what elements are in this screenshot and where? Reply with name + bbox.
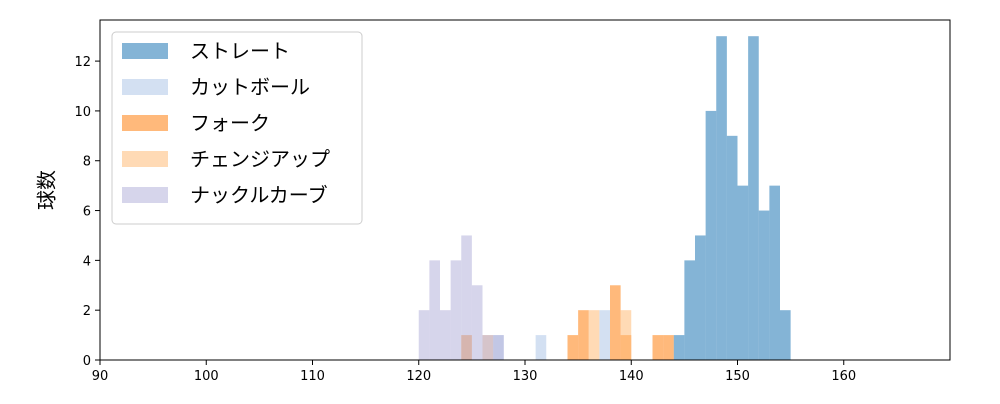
- y-axis-label: 球数: [35, 170, 59, 210]
- bar: [769, 185, 780, 360]
- bar: [705, 110, 717, 361]
- bar: [663, 335, 674, 360]
- legend-label: フォーク: [190, 111, 270, 135]
- bar: [758, 210, 770, 360]
- y-tick-label: 4: [83, 254, 91, 269]
- y-tick-label: 8: [83, 155, 91, 170]
- x-tick-label: 90: [92, 369, 109, 384]
- bar: [429, 260, 440, 360]
- legend-swatch: [122, 151, 168, 167]
- bar: [599, 310, 610, 360]
- bar: [588, 310, 600, 360]
- bar: [461, 235, 472, 360]
- x-tick-label: 140: [619, 369, 644, 384]
- bar: [684, 260, 695, 360]
- legend-swatch: [122, 43, 168, 59]
- x-tick-label: 110: [300, 369, 325, 384]
- bar: [695, 235, 706, 360]
- legend-swatch: [122, 79, 168, 95]
- bar: [748, 36, 759, 360]
- legend-label: チェンジアップ: [190, 147, 330, 171]
- bar: [673, 335, 685, 360]
- legend-label: ナックルカーブ: [190, 183, 328, 207]
- bar: [737, 185, 749, 360]
- x-tick-label: 120: [406, 369, 431, 384]
- bar: [471, 285, 483, 360]
- y-tick-label: 0: [83, 354, 91, 369]
- bar: [482, 335, 494, 360]
- legend-swatch: [122, 115, 168, 131]
- bar: [450, 260, 462, 360]
- bar: [535, 335, 547, 360]
- bar: [578, 310, 589, 360]
- bar: [440, 310, 451, 360]
- y-tick-label: 6: [83, 205, 91, 220]
- legend-box: [111, 31, 363, 225]
- x-tick-label: 150: [725, 369, 750, 384]
- bar: [493, 335, 504, 360]
- x-tick-label: 160: [831, 369, 856, 384]
- bar: [610, 285, 621, 360]
- legend-label: カットボール: [190, 75, 310, 99]
- legend-label: ストレート: [190, 39, 290, 63]
- y-tick-label: 2: [83, 304, 91, 319]
- x-tick-label: 130: [513, 369, 538, 384]
- y-tick-label: 10: [74, 105, 91, 120]
- bar: [567, 335, 579, 360]
- y-tick-label: 12: [74, 55, 91, 70]
- bar: [620, 310, 632, 360]
- bar: [726, 135, 738, 360]
- bar: [780, 310, 791, 360]
- bar: [652, 335, 664, 360]
- x-tick-label: 100: [194, 369, 219, 384]
- bar: [418, 310, 430, 360]
- legend-swatch: [122, 187, 168, 203]
- bar: [716, 36, 727, 360]
